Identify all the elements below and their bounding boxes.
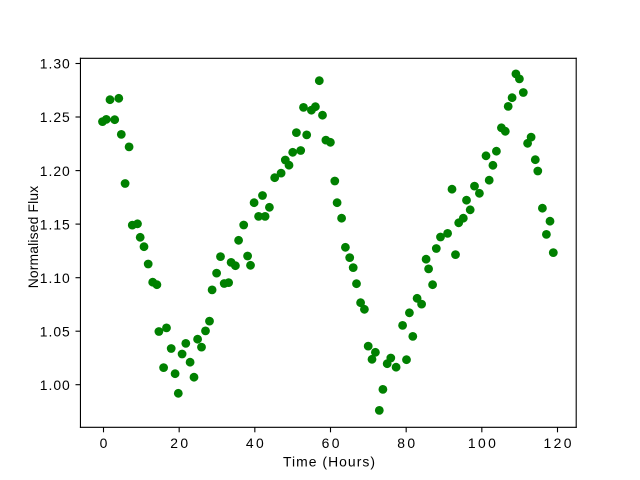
svg-text:Normalised Flux: Normalised Flux	[25, 186, 41, 289]
svg-text:80: 80	[397, 435, 417, 451]
svg-text:60: 60	[322, 435, 342, 451]
svg-text:0: 0	[100, 435, 110, 451]
svg-text:40: 40	[246, 435, 266, 451]
svg-text:1.25: 1.25	[40, 109, 71, 125]
svg-text:Time (Hours): Time (Hours)	[283, 454, 376, 470]
svg-text:100: 100	[468, 435, 498, 451]
svg-text:1.10: 1.10	[40, 270, 71, 286]
svg-text:120: 120	[544, 435, 574, 451]
svg-text:1.30: 1.30	[40, 56, 71, 72]
svg-text:1.00: 1.00	[40, 377, 71, 393]
svg-text:1.05: 1.05	[40, 323, 71, 339]
svg-text:1.15: 1.15	[40, 216, 71, 232]
svg-text:1.20: 1.20	[40, 163, 71, 179]
svg-text:20: 20	[170, 435, 190, 451]
